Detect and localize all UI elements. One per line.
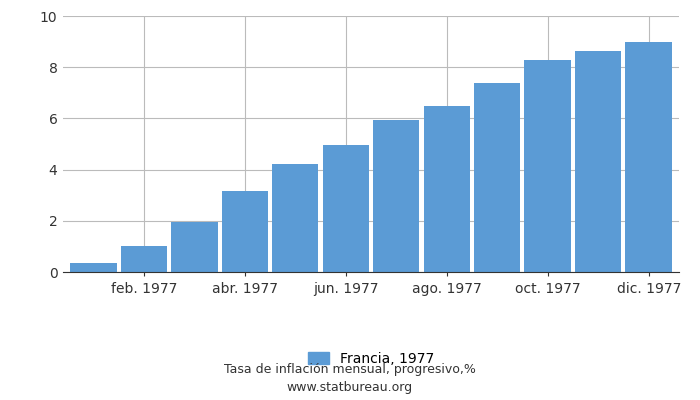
Bar (474, 82, 521, 272)
Bar (120, 246, 167, 272)
Bar (323, 145, 369, 272)
Text: www.statbureau.org: www.statbureau.org (287, 382, 413, 394)
Text: Tasa de inflación mensual, progresivo,%: Tasa de inflación mensual, progresivo,% (224, 364, 476, 376)
Bar (272, 164, 318, 272)
Bar (221, 191, 268, 272)
Bar (424, 106, 470, 272)
Bar (524, 60, 571, 272)
Bar (171, 222, 218, 272)
Bar (575, 50, 622, 272)
Legend: Francia, 1977: Francia, 1977 (301, 345, 441, 372)
Bar (70, 263, 116, 272)
Bar (626, 42, 672, 272)
Bar (373, 120, 419, 272)
